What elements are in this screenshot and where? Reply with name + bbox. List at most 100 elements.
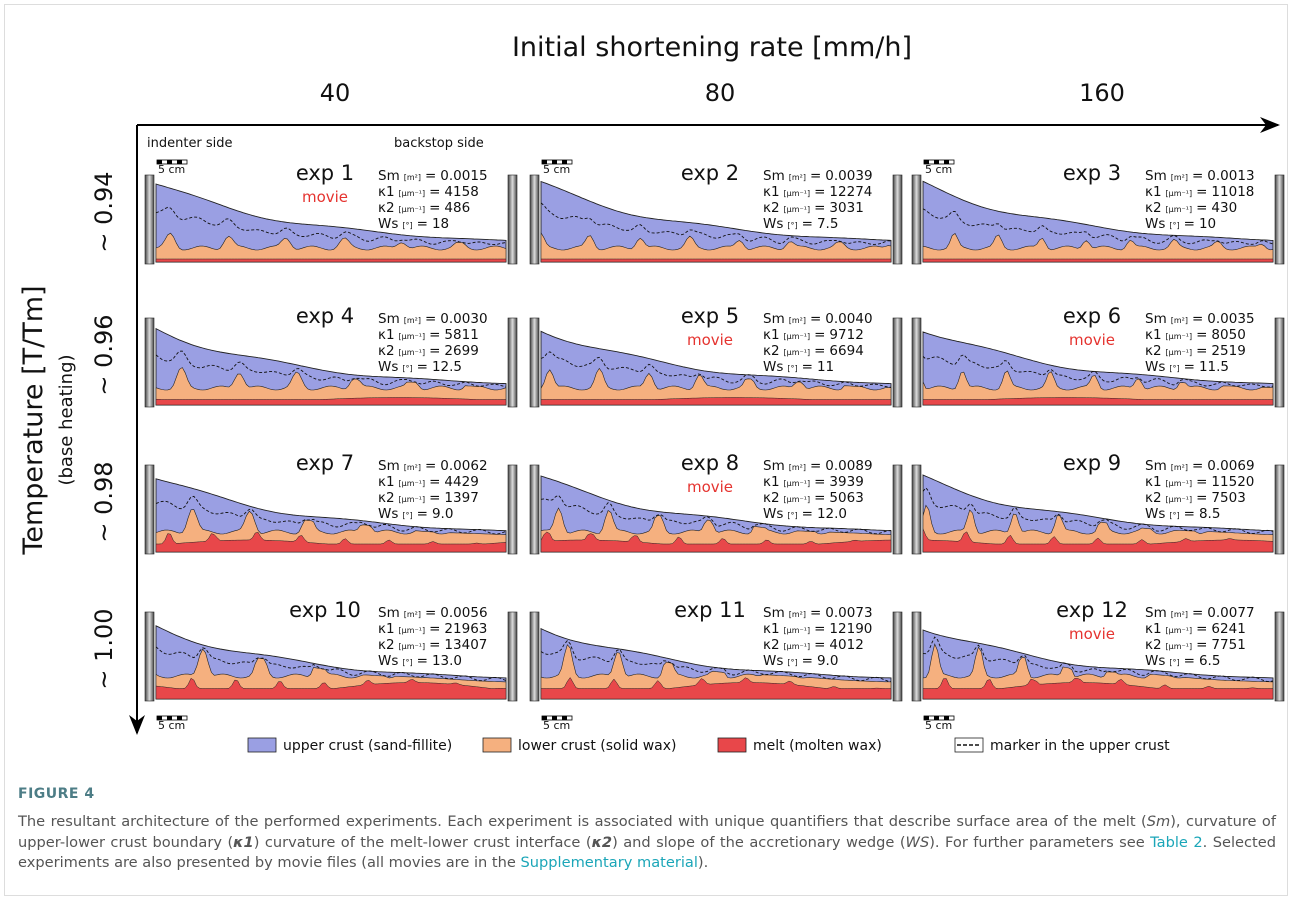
scale-bar (547, 716, 552, 720)
separator: = (802, 653, 813, 669)
parameter: κ1 [μm⁻¹] = 8050 (1145, 327, 1246, 343)
parameter-symbol: κ2 (378, 637, 395, 653)
scale-bar (923, 159, 955, 165)
parameter-value: 2519 (1211, 343, 1245, 359)
column-label: 40 (320, 79, 351, 107)
parameter-symbol: Sm (378, 311, 400, 327)
parameter: Sm [m²] = 0.0015 (378, 168, 488, 184)
parameter-unit: [m²] (789, 463, 806, 472)
parameter-unit: [m²] (404, 463, 421, 472)
parameter-value: 9.0 (432, 506, 453, 522)
parameter-value: 5811 (444, 327, 478, 343)
separator: = (814, 327, 825, 343)
parameter-value: 11 (817, 359, 834, 375)
parameter-unit: [μm⁻¹] (1166, 479, 1193, 488)
caption-symbol: κ1 (233, 833, 254, 851)
frame (4, 4, 1288, 896)
separator: = (1192, 311, 1203, 327)
parameter-unit: [μm⁻¹] (1166, 495, 1193, 504)
parameter-unit: [m²] (1171, 316, 1188, 325)
movie-link[interactable]: movie (687, 331, 733, 349)
parameter-unit: [m²] (404, 316, 421, 325)
caption-link[interactable]: Table 2 (1150, 833, 1203, 851)
melt (922, 528, 1274, 553)
legend-swatch (482, 737, 512, 753)
parameter-value: 4012 (829, 637, 863, 653)
scale-bar (541, 159, 573, 165)
parameter-unit: [μm⁻¹] (784, 348, 811, 357)
parameter: κ1 [μm⁻¹] = 21963 (378, 621, 487, 637)
caption-symbol: Sm (1146, 813, 1171, 830)
parameter-value: 4158 (444, 184, 478, 200)
parameter-symbol: κ1 (378, 184, 395, 200)
column-label: 80 (705, 79, 736, 107)
parameter-value: 0.0073 (825, 605, 872, 621)
piston (1274, 174, 1285, 265)
parameter-value: 0.0062 (440, 458, 487, 474)
scale-bar (182, 160, 187, 164)
parameter: Sm [m²] = 0.0069 (1145, 458, 1255, 474)
parameter-symbol: Sm (763, 168, 785, 184)
parameter-unit: [°] (402, 364, 412, 373)
parameter-value: 0.0030 (440, 311, 487, 327)
parameter-symbol: Sm (763, 605, 785, 621)
piston (144, 174, 155, 265)
separator: = (429, 200, 440, 216)
caption-text: ) curvature of the melt-lower crust inte… (253, 833, 592, 851)
piston (911, 174, 922, 265)
caption-symbol: WS (905, 833, 930, 851)
parameter-unit: [μm⁻¹] (784, 189, 811, 198)
separator: = (1184, 216, 1195, 232)
piston (1274, 317, 1285, 408)
melt (540, 677, 892, 700)
separator: = (1196, 184, 1207, 200)
separator: = (814, 184, 825, 200)
parameter-value: 0.0015 (440, 168, 487, 184)
scale-bar (929, 160, 934, 164)
piston (892, 464, 903, 555)
movie-link[interactable]: movie (302, 188, 348, 206)
experiment-name: exp 12 (1056, 598, 1128, 622)
parameter-value: 12.5 (432, 359, 462, 375)
experiment-name: exp 4 (296, 304, 354, 328)
caption-text: ). (697, 854, 709, 871)
experiment-name: exp 6 (1063, 304, 1121, 328)
piston (529, 464, 540, 555)
parameter-value: 3939 (829, 474, 863, 490)
separator: = (1196, 200, 1207, 216)
parameter-symbol: κ1 (763, 327, 780, 343)
parameter: Ws [°] = 13.0 (378, 653, 462, 669)
marker-line (540, 202, 892, 245)
piston (507, 174, 518, 265)
melt (155, 397, 507, 406)
parameter-unit: [m²] (789, 316, 806, 325)
parameter-unit: [°] (1169, 221, 1179, 230)
separator: = (1196, 343, 1207, 359)
separator: = (429, 621, 440, 637)
piston (1274, 611, 1285, 702)
parameter: Sm [m²] = 0.0030 (378, 311, 488, 327)
parameter-unit: [μm⁻¹] (399, 479, 426, 488)
parameter-symbol: κ2 (763, 343, 780, 359)
parameter-value: 10 (1199, 216, 1216, 232)
parameter-unit: [°] (787, 364, 797, 373)
movie-link[interactable]: movie (1069, 331, 1115, 349)
parameter-value: 2699 (444, 343, 478, 359)
parameter: Ws [°] = 12.0 (763, 506, 847, 522)
caption-link[interactable]: Supplementary material (520, 854, 698, 871)
experiment-name: exp 10 (289, 598, 361, 622)
piston (529, 317, 540, 408)
experiment-name: exp 11 (674, 598, 746, 622)
legend-label: melt (molten wax) (753, 738, 882, 754)
movie-link[interactable]: movie (687, 478, 733, 496)
experiment-name: exp 7 (296, 451, 354, 475)
y-axis-title: Temperature [T/Tm] (18, 285, 49, 555)
parameter-value: 0.0069 (1207, 458, 1254, 474)
parameter: Ws [°] = 11.5 (1145, 359, 1229, 375)
parameter: κ1 [μm⁻¹] = 6241 (1145, 621, 1246, 637)
piston (911, 464, 922, 555)
movie-link[interactable]: movie (1069, 625, 1115, 643)
separator: = (814, 637, 825, 653)
separator: = (810, 168, 821, 184)
scale-label: 5 cm (543, 163, 570, 176)
